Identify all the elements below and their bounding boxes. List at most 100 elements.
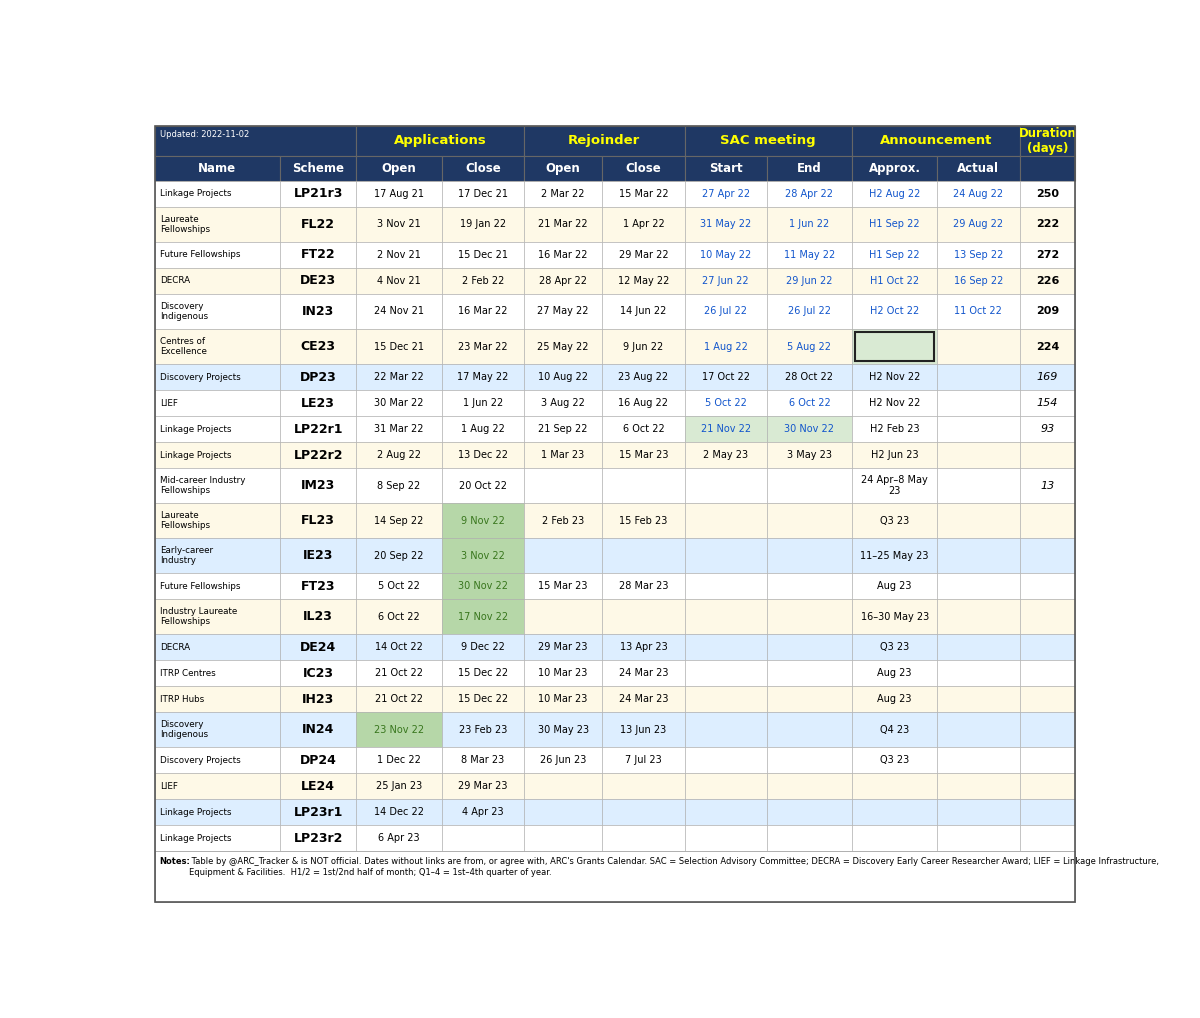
Text: 8 Mar 23: 8 Mar 23 <box>461 755 504 766</box>
Bar <box>280 686 356 713</box>
Bar <box>852 713 937 747</box>
Bar <box>937 799 1020 826</box>
Bar <box>442 774 524 799</box>
Bar <box>155 294 280 329</box>
Text: H1 Oct 22: H1 Oct 22 <box>870 276 919 286</box>
Bar <box>602 826 684 851</box>
Bar <box>684 826 767 851</box>
Text: 15 Dec 21: 15 Dec 21 <box>457 250 508 260</box>
Bar <box>442 799 524 826</box>
Text: Rejoinder: Rejoinder <box>568 134 641 148</box>
Text: LIEF: LIEF <box>161 782 178 791</box>
Bar <box>524 686 602 713</box>
Bar <box>684 156 767 181</box>
Text: End: End <box>797 162 822 175</box>
Text: 30 Nov 22: 30 Nov 22 <box>457 581 508 591</box>
Bar <box>684 207 767 242</box>
Bar <box>155 573 280 600</box>
Text: LP22r1: LP22r1 <box>294 422 343 436</box>
Bar <box>442 156 524 181</box>
Text: 23 Nov 22: 23 Nov 22 <box>374 725 424 735</box>
Text: H2 Feb 23: H2 Feb 23 <box>870 425 919 434</box>
Bar <box>602 573 684 600</box>
Text: Updated: 2022-11-02: Updated: 2022-11-02 <box>161 130 250 138</box>
Bar <box>852 686 937 713</box>
Bar <box>1020 268 1075 294</box>
Bar <box>155 686 280 713</box>
Bar <box>684 181 767 207</box>
Bar <box>602 181 684 207</box>
Bar <box>684 294 767 329</box>
Bar <box>767 799 852 826</box>
Bar <box>356 294 442 329</box>
Bar <box>356 799 442 826</box>
Bar <box>280 774 356 799</box>
Text: 15 Mar 22: 15 Mar 22 <box>618 189 668 199</box>
Bar <box>524 468 602 503</box>
Text: FL22: FL22 <box>301 218 335 231</box>
Text: Duration
(days): Duration (days) <box>1019 127 1076 155</box>
Bar <box>155 390 280 416</box>
Bar <box>524 747 602 774</box>
Bar <box>524 799 602 826</box>
Bar <box>767 442 852 468</box>
Bar <box>280 207 356 242</box>
Text: Discovery
Indigenous: Discovery Indigenous <box>161 301 209 322</box>
Text: 15 Feb 23: 15 Feb 23 <box>619 515 667 525</box>
Text: 15 Mar 23: 15 Mar 23 <box>619 450 668 460</box>
Bar <box>852 468 937 503</box>
Text: 1 Jun 22: 1 Jun 22 <box>463 398 503 408</box>
Text: 7 Jul 23: 7 Jul 23 <box>625 755 661 766</box>
Bar <box>280 364 356 390</box>
Bar <box>684 242 767 268</box>
Bar <box>1020 294 1075 329</box>
Bar <box>767 634 852 661</box>
Text: 17 May 22: 17 May 22 <box>457 372 509 382</box>
Text: 28 Apr 22: 28 Apr 22 <box>786 189 834 199</box>
Bar <box>767 503 852 539</box>
Bar <box>356 329 442 364</box>
Bar <box>767 242 852 268</box>
Bar <box>155 851 1075 902</box>
Bar <box>442 468 524 503</box>
Text: 5 Aug 22: 5 Aug 22 <box>787 342 832 351</box>
Text: 9 Nov 22: 9 Nov 22 <box>461 515 505 525</box>
Text: Centres of
Excellence: Centres of Excellence <box>161 337 208 356</box>
Bar <box>442 181 524 207</box>
Bar <box>852 126 1020 156</box>
Text: Aug 23: Aug 23 <box>877 581 912 591</box>
Bar <box>524 826 602 851</box>
Bar <box>767 747 852 774</box>
Text: 30 May 23: 30 May 23 <box>538 725 589 735</box>
Bar <box>602 468 684 503</box>
Text: 12 May 22: 12 May 22 <box>618 276 670 286</box>
Bar <box>356 661 442 686</box>
Bar <box>1020 686 1075 713</box>
Text: 3 Nov 22: 3 Nov 22 <box>461 551 505 561</box>
Bar <box>937 329 1020 364</box>
Bar <box>937 713 1020 747</box>
Bar <box>442 442 524 468</box>
Text: 11–25 May 23: 11–25 May 23 <box>860 551 929 561</box>
Bar <box>602 713 684 747</box>
Bar <box>280 268 356 294</box>
Text: 17 Oct 22: 17 Oct 22 <box>702 372 750 382</box>
Bar <box>280 799 356 826</box>
Bar <box>602 539 684 573</box>
Bar <box>1020 329 1075 364</box>
Bar <box>356 126 524 156</box>
Text: 28 Apr 22: 28 Apr 22 <box>539 276 587 286</box>
Text: Name: Name <box>198 162 236 175</box>
Bar <box>684 364 767 390</box>
Text: H2 Nov 22: H2 Nov 22 <box>869 398 920 408</box>
Bar <box>442 294 524 329</box>
Bar <box>442 826 524 851</box>
Bar <box>1020 539 1075 573</box>
Bar <box>767 390 852 416</box>
Text: 3 Aug 22: 3 Aug 22 <box>541 398 586 408</box>
Bar <box>937 181 1020 207</box>
Bar <box>280 503 356 539</box>
Bar <box>524 573 602 600</box>
Bar <box>602 503 684 539</box>
Text: 1 Aug 22: 1 Aug 22 <box>461 425 505 434</box>
